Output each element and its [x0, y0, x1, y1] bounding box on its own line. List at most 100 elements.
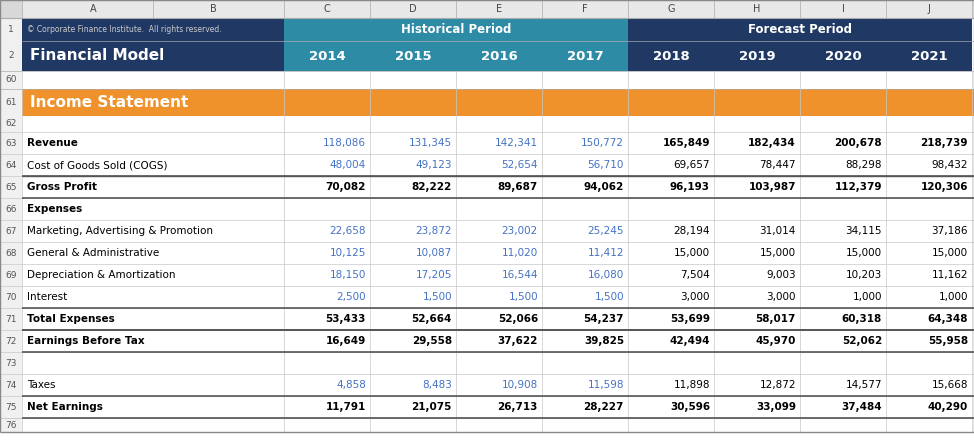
- Text: 15,000: 15,000: [932, 248, 968, 258]
- Bar: [0, 198, 22, 220]
- Bar: [0, 116, 22, 132]
- Text: 82,222: 82,222: [412, 182, 452, 192]
- Bar: [628, 41, 972, 71]
- Text: D: D: [409, 4, 417, 14]
- Bar: [0, 154, 974, 176]
- Text: Marketing, Advertising & Promotion: Marketing, Advertising & Promotion: [27, 226, 213, 236]
- Text: 182,434: 182,434: [748, 138, 796, 148]
- Text: 131,345: 131,345: [409, 138, 452, 148]
- Text: 200,678: 200,678: [835, 138, 882, 148]
- Text: 53,699: 53,699: [670, 314, 710, 324]
- Bar: [284, 41, 628, 71]
- Text: 60,318: 60,318: [842, 314, 882, 324]
- Text: 56,710: 56,710: [587, 160, 624, 170]
- Text: 3,000: 3,000: [767, 292, 796, 302]
- Bar: [0, 374, 974, 396]
- Bar: [0, 132, 974, 154]
- Text: 150,772: 150,772: [581, 138, 624, 148]
- Text: 4,858: 4,858: [336, 380, 366, 390]
- Text: 72: 72: [5, 336, 17, 345]
- Text: 63: 63: [5, 138, 17, 147]
- Text: Gross Profit: Gross Profit: [27, 182, 97, 192]
- Text: 2015: 2015: [394, 49, 431, 63]
- Text: 23,872: 23,872: [416, 226, 452, 236]
- Text: 71: 71: [5, 314, 17, 324]
- Text: 94,062: 94,062: [583, 182, 624, 192]
- Bar: [0, 0, 974, 18]
- Text: 1,500: 1,500: [594, 292, 624, 302]
- Text: 33,099: 33,099: [756, 402, 796, 412]
- Bar: [284, 18, 628, 41]
- Bar: [0, 89, 22, 116]
- Text: 37,484: 37,484: [842, 402, 882, 412]
- Text: General & Administrative: General & Administrative: [27, 248, 160, 258]
- Text: 78,447: 78,447: [760, 160, 796, 170]
- Bar: [0, 396, 22, 418]
- Text: 68: 68: [5, 248, 17, 258]
- Text: 64: 64: [5, 161, 17, 169]
- Text: 67: 67: [5, 227, 17, 235]
- Text: Interest: Interest: [27, 292, 67, 302]
- Bar: [0, 374, 22, 396]
- Text: A: A: [90, 4, 96, 14]
- Text: 10,087: 10,087: [416, 248, 452, 258]
- Text: Financial Model: Financial Model: [30, 49, 165, 64]
- Text: 165,849: 165,849: [662, 138, 710, 148]
- Text: 1,500: 1,500: [508, 292, 538, 302]
- Text: 88,298: 88,298: [845, 160, 882, 170]
- Text: 29,558: 29,558: [412, 336, 452, 346]
- Bar: [0, 352, 974, 374]
- Text: 120,306: 120,306: [920, 182, 968, 192]
- Text: 37,622: 37,622: [498, 336, 538, 346]
- Bar: [0, 220, 22, 242]
- Text: 10,125: 10,125: [329, 248, 366, 258]
- Text: 64,348: 64,348: [927, 314, 968, 324]
- Text: 60: 60: [5, 75, 17, 85]
- Text: 15,000: 15,000: [674, 248, 710, 258]
- Text: 3,000: 3,000: [681, 292, 710, 302]
- Text: Net Earnings: Net Earnings: [27, 402, 103, 412]
- Text: 89,687: 89,687: [498, 182, 538, 192]
- Text: Historical Period: Historical Period: [401, 23, 511, 36]
- Bar: [0, 176, 974, 198]
- Text: 218,739: 218,739: [920, 138, 968, 148]
- Text: I: I: [842, 4, 844, 14]
- Text: 16,649: 16,649: [325, 336, 366, 346]
- Text: 2,500: 2,500: [336, 292, 366, 302]
- Bar: [0, 220, 974, 242]
- Bar: [0, 396, 974, 418]
- Text: 103,987: 103,987: [748, 182, 796, 192]
- Text: 12,872: 12,872: [760, 380, 796, 390]
- Bar: [0, 330, 22, 352]
- Text: 42,494: 42,494: [669, 336, 710, 346]
- Text: 11,412: 11,412: [587, 248, 624, 258]
- Text: 2021: 2021: [911, 49, 948, 63]
- Text: Forecast Period: Forecast Period: [748, 23, 852, 36]
- Text: 76: 76: [5, 421, 17, 430]
- Text: Depreciation & Amortization: Depreciation & Amortization: [27, 270, 175, 280]
- Text: 69: 69: [5, 270, 17, 280]
- Text: 22,658: 22,658: [329, 226, 366, 236]
- Text: 11,162: 11,162: [931, 270, 968, 280]
- Text: 30,596: 30,596: [670, 402, 710, 412]
- Text: Cost of Goods Sold (COGS): Cost of Goods Sold (COGS): [27, 160, 168, 170]
- Text: G: G: [667, 4, 675, 14]
- Text: 28,227: 28,227: [583, 402, 624, 412]
- Text: 52,066: 52,066: [498, 314, 538, 324]
- Text: 98,432: 98,432: [931, 160, 968, 170]
- Text: 1: 1: [8, 25, 14, 34]
- Bar: [0, 198, 974, 220]
- Text: 1,000: 1,000: [852, 292, 882, 302]
- Text: 45,970: 45,970: [756, 336, 796, 346]
- Text: 40,290: 40,290: [928, 402, 968, 412]
- Text: 15,668: 15,668: [931, 380, 968, 390]
- Bar: [0, 264, 974, 286]
- Bar: [0, 264, 22, 286]
- Bar: [0, 18, 22, 41]
- Text: 49,123: 49,123: [416, 160, 452, 170]
- Text: Taxes: Taxes: [27, 380, 56, 390]
- Text: 70,082: 70,082: [325, 182, 366, 192]
- Text: 73: 73: [5, 359, 17, 367]
- Text: 61: 61: [5, 98, 17, 107]
- Text: 2019: 2019: [738, 49, 775, 63]
